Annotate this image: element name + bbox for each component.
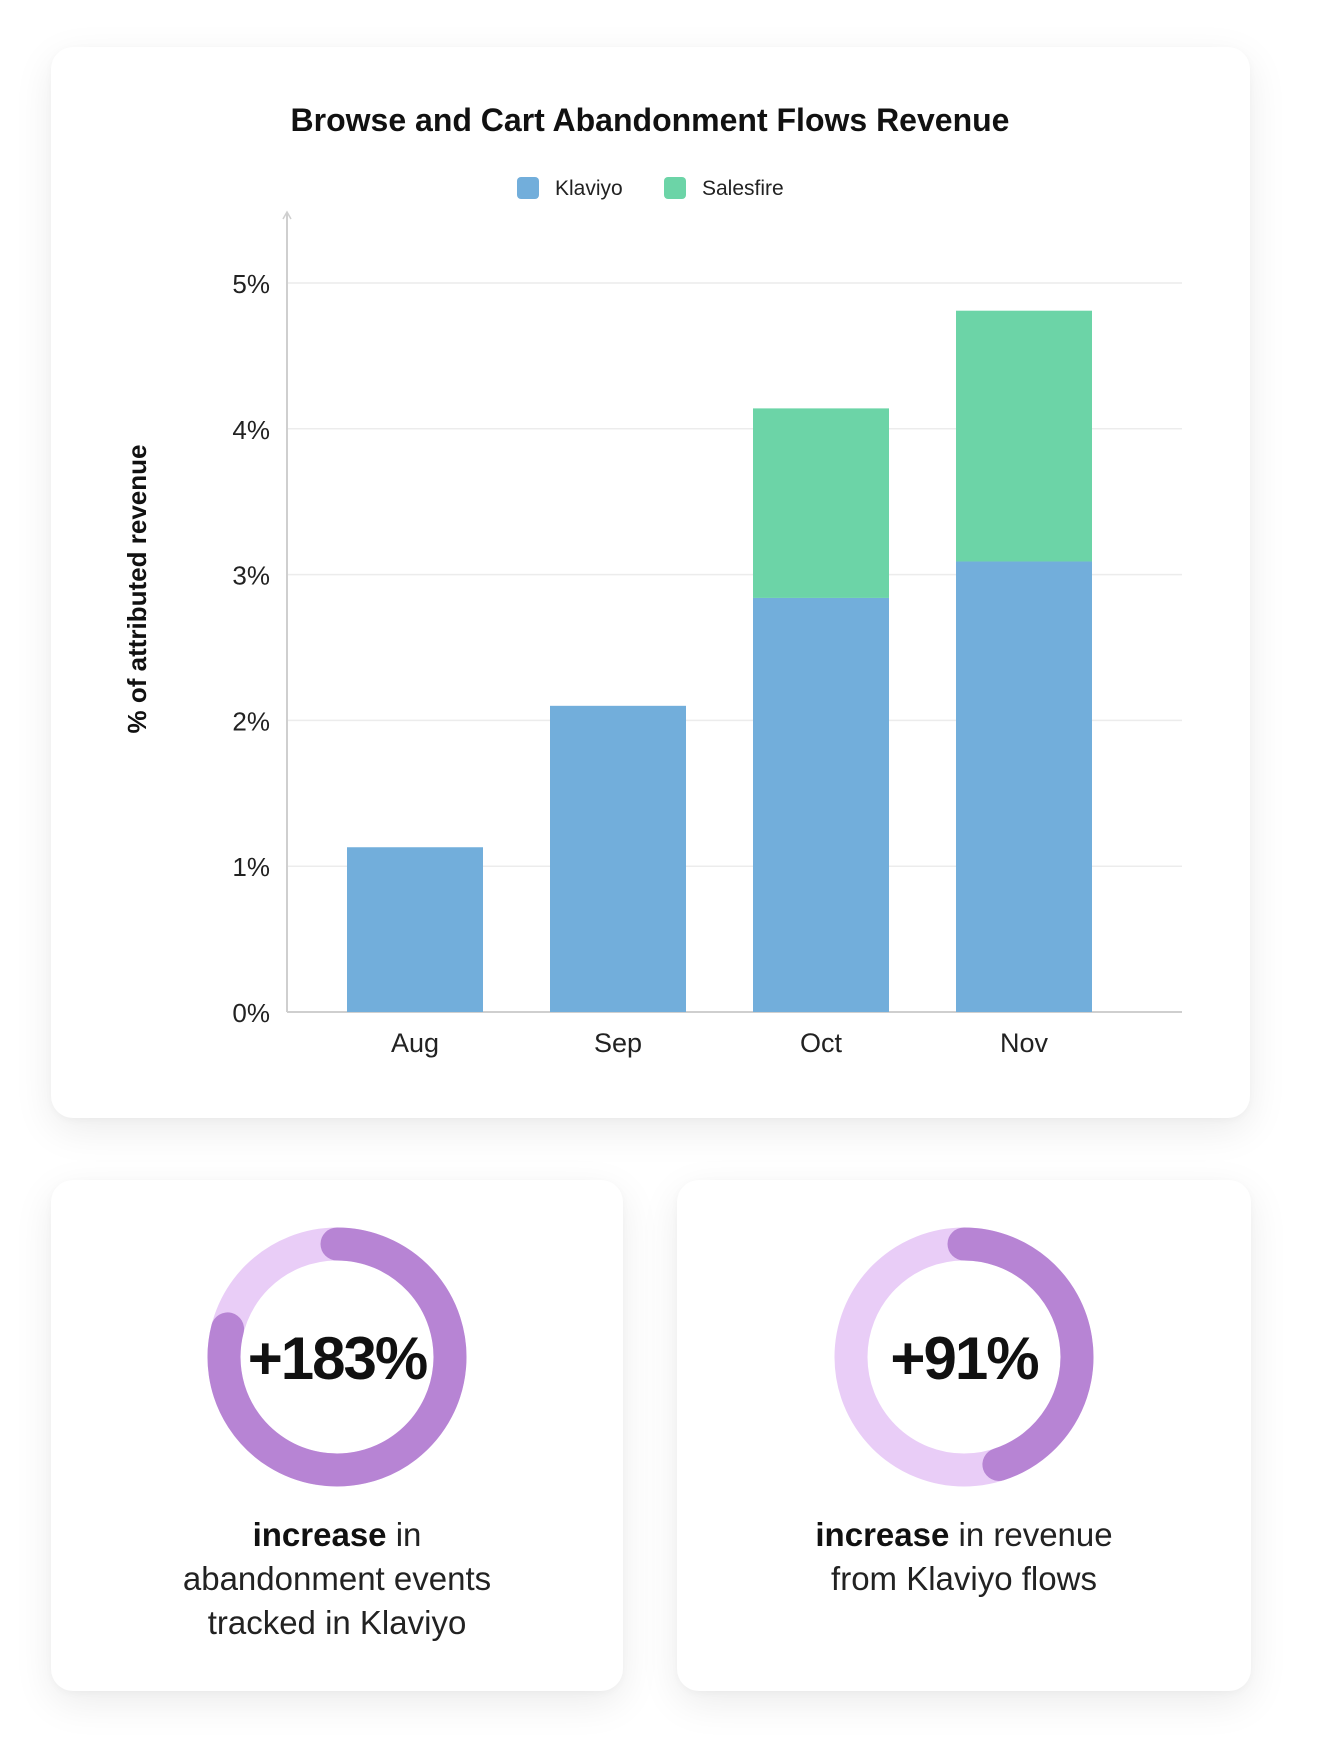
y-tick-label: 5%: [232, 269, 270, 299]
stat-text-line: tracked in Klaviyo: [207, 1604, 467, 1641]
chart-card: Browse and Cart Abandonment Flows Revenu…: [51, 47, 1250, 1118]
legend-label-klaviyo: Klaviyo: [555, 177, 623, 200]
stat-value: +183%: [248, 1325, 427, 1392]
bar-klaviyo-oct: [753, 597, 889, 1012]
stat-bold-word: increase: [815, 1516, 950, 1553]
stat-text: in: [386, 1516, 422, 1553]
y-tick-label: 1%: [232, 852, 270, 882]
stat-text-line: from Klaviyo flows: [831, 1560, 1097, 1597]
legend-swatch-salesfire: [664, 177, 686, 199]
stat-description: increase in abandonment events tracked i…: [51, 1513, 623, 1645]
y-tick-label: 2%: [232, 706, 270, 736]
donut-ring: +183%: [207, 1227, 467, 1487]
ring-progress: [947, 1227, 1094, 1481]
x-tick-label: Nov: [1000, 1028, 1049, 1058]
bar-salesfire-oct: [753, 408, 889, 598]
stat-value: +91%: [890, 1325, 1038, 1392]
y-tick-label: 0%: [232, 998, 270, 1028]
y-tick-label: 4%: [232, 415, 270, 445]
stat-bold-word: increase: [252, 1516, 387, 1553]
stat-text: in revenue: [949, 1516, 1113, 1553]
bar-chart: Browse and Cart Abandonment Flows Revenu…: [122, 102, 1182, 1058]
y-axis-arrow: [282, 210, 292, 220]
x-tick-label: Sep: [594, 1028, 642, 1058]
stat-text-line: abandonment events: [182, 1560, 492, 1597]
donut-ring: +91%: [834, 1227, 1094, 1487]
bar-klaviyo-sep: [550, 705, 686, 1012]
chart-title: Browse and Cart Abandonment Flows Revenu…: [291, 102, 1010, 138]
legend-swatch-klaviyo: [517, 177, 539, 199]
bar-salesfire-nov: [956, 310, 1092, 562]
bar-klaviyo-aug: [347, 847, 483, 1012]
stat-description: increase in revenue from Klaviyo flows: [677, 1513, 1251, 1601]
stat-card-events: +183% increase in abandonment events tra…: [51, 1180, 623, 1691]
y-tick-label: 3%: [232, 561, 270, 591]
stat-card-revenue: +91% increase in revenue from Klaviyo fl…: [677, 1180, 1251, 1691]
bar-klaviyo-nov: [956, 561, 1092, 1012]
x-tick-label: Oct: [800, 1028, 843, 1058]
x-tick-label: Aug: [391, 1028, 439, 1058]
legend-label-salesfire: Salesfire: [702, 177, 784, 200]
ring-progress: [207, 1227, 467, 1487]
y-axis-title: % of attributed revenue: [122, 445, 152, 734]
